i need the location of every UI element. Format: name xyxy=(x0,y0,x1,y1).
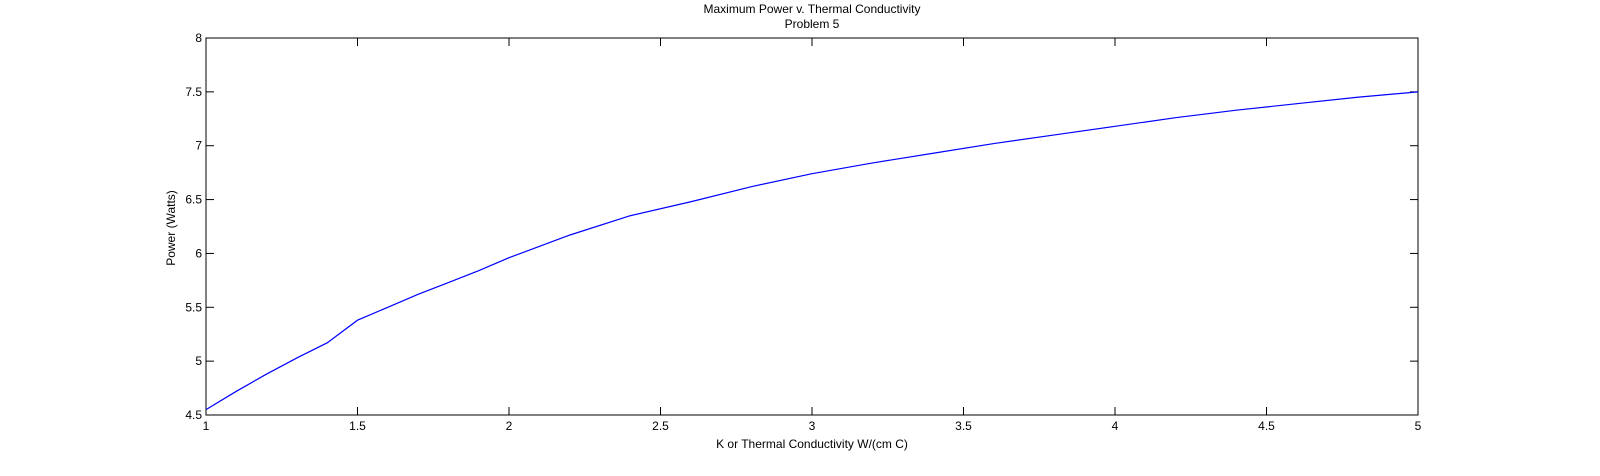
x-axis-label: K or Thermal Conductivity W/(cm C) xyxy=(716,437,908,451)
series-line-0 xyxy=(205,91,1419,411)
x-tick-label-6: 4 xyxy=(1112,419,1119,433)
x-axis-tick-labels: 1 1.5 2 2.5 3 3.5 4 4.5 5 xyxy=(203,419,1422,433)
plot-area xyxy=(205,37,1419,416)
y-axis-tick-labels: 4.5 5 5.5 6 6.5 7 7.5 8 xyxy=(185,31,202,422)
chart-subtitle: Problem 5 xyxy=(785,17,840,31)
y-axis-ticks xyxy=(206,37,1418,416)
y-tick-label-1: 5 xyxy=(195,354,202,368)
x-axis-ticks xyxy=(205,38,1419,415)
x-tick-label-3: 2.5 xyxy=(652,419,669,433)
x-tick-label-8: 5 xyxy=(1415,419,1422,433)
y-tick-label-6: 7.5 xyxy=(185,85,202,99)
y-tick-label-7: 8 xyxy=(195,31,202,45)
x-tick-label-1: 1.5 xyxy=(349,419,366,433)
y-tick-label-0: 4.5 xyxy=(185,408,202,422)
x-tick-label-2: 2 xyxy=(506,419,513,433)
chart-title: Maximum Power v. Thermal Conductivity xyxy=(704,2,921,16)
y-tick-label-2: 5.5 xyxy=(185,300,202,314)
y-tick-label-3: 6 xyxy=(195,246,202,260)
x-tick-label-4: 3 xyxy=(809,419,816,433)
series-layer xyxy=(205,91,1419,411)
y-axis-label: Power (Watts) xyxy=(164,190,178,266)
x-tick-label-7: 4.5 xyxy=(1258,419,1275,433)
y-tick-label-5: 7 xyxy=(195,139,202,153)
y-tick-label-4: 6.5 xyxy=(185,193,202,207)
x-tick-label-5: 3.5 xyxy=(955,419,972,433)
x-tick-label-0: 1 xyxy=(203,419,210,433)
